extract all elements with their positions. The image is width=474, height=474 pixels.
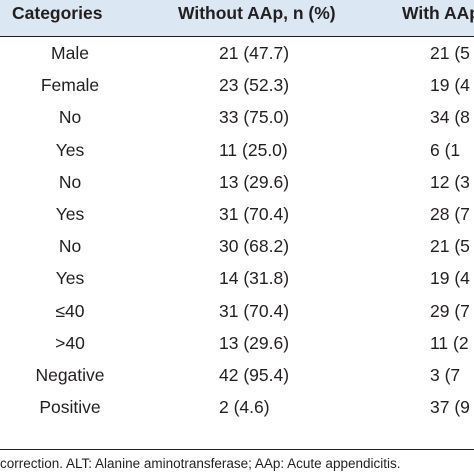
table-row: Positive 2 (4.6) 37 (9 [0,391,474,423]
cell-with-aap: 37 (9 [430,397,470,418]
cell-category: Female [40,75,100,96]
cell-without-aap: 23 (52.3) [219,75,290,96]
header-with-aap: With AAp [402,3,474,23]
cell-with-aap: 19 (4 [430,268,470,289]
cell-without-aap: 13 (29.6) [219,332,290,353]
cell-without-aap: 30 (68.2) [219,236,290,257]
table-row: Male 21 (47.7) 21 (5 [0,37,474,69]
cell-without-aap: 14 (31.8) [219,268,290,289]
cell-with-aap: 34 (8 [430,107,470,128]
cell-without-aap: 42 (95.4) [219,364,290,385]
cell-with-aap: 12 (3 [430,171,470,192]
cell-without-aap: 33 (75.0) [219,107,290,128]
table-row: Female 23 (52.3) 19 (4 [0,69,474,101]
table-row: Yes 31 (70.4) 28 (7 [0,198,474,230]
cell-category: >40 [55,332,85,353]
cell-without-aap: 31 (70.4) [219,203,290,224]
table-row: Yes 14 (31.8) 19 (4 [0,262,474,294]
table-row: ≤40 31 (70.4) 29 (7 [0,295,474,327]
table-row: No 33 (75.0) 34 (8 [0,101,474,133]
table-row: No 13 (29.6) 12 (3 [0,166,474,198]
cell-category: Yes [55,139,85,160]
table-row: No 30 (68.2) 21 (5 [0,230,474,262]
cell-category: Negative [35,364,105,385]
cell-category: Positive [39,397,101,418]
cell-category: No [58,171,82,192]
table-bottom-rule [0,449,474,450]
cell-with-aap: 21 (5 [430,43,470,63]
cell-without-aap: 31 (70.4) [219,300,290,321]
cell-with-aap: 21 (5 [430,236,470,257]
cell-with-aap: 3 (7 [430,364,461,385]
cell-without-aap: 11 (25.0) [219,139,288,160]
header-without-aap: Without AAp, n (%) [178,3,336,23]
cell-with-aap: 6 (1 [430,139,461,160]
cell-with-aap: 29 (7 [430,300,470,321]
cell-category: No [58,107,82,128]
cell-category: No [58,236,82,257]
table-row: >40 13 (29.6) 11 (2 [0,327,474,359]
cell-without-aap: 13 (29.6) [219,171,290,192]
cell-category: Yes [55,203,85,224]
cell-with-aap: 19 (4 [430,75,470,96]
table-footnote: correction. ALT: Alanine aminotransferas… [0,456,401,471]
table-header: Categories Without AAp, n (%) With AAp [0,0,474,37]
header-categories: Categories [12,3,103,23]
cell-category: Male [51,43,89,63]
table-body: Male 21 (47.7) 21 (5 Female 23 (52.3) 19 (4 No… [0,37,474,423]
cell-without-aap: 21 (47.7) [219,43,290,63]
cell-with-aap: 11 (2 [430,332,469,353]
table-row: Negative 42 (95.4) 3 (7 [0,359,474,391]
table-row: Yes 11 (25.0) 6 (1 [0,134,474,166]
cell-category: Yes [55,268,85,289]
cell-with-aap: 28 (7 [430,203,470,224]
cell-without-aap: 2 (4.6) [219,397,270,418]
cell-category: ≤40 [55,300,85,321]
